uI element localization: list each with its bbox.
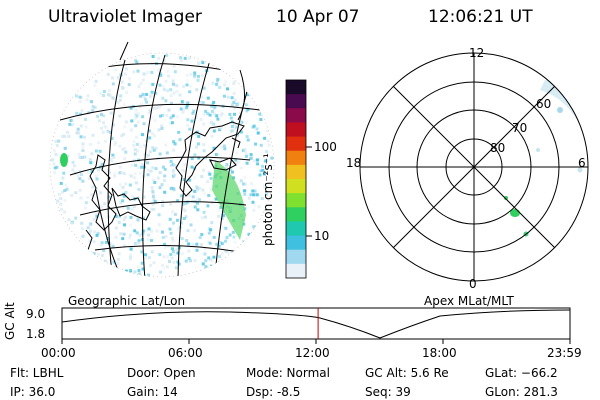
colorbar-band — [286, 193, 306, 208]
gc-alt-ylabel: GC Alt — [3, 302, 17, 340]
time-tick-1200: 12:00 — [295, 346, 330, 360]
app-title: Ultraviolet Imager — [48, 7, 202, 27]
geographic-caption: Geographic Lat/Lon — [68, 294, 186, 308]
mlt-label-6: 6 — [578, 156, 586, 170]
mlt-label-18: 18 — [346, 156, 362, 170]
alt-tick-9: 9.0 — [26, 307, 46, 321]
colorbar — [285, 79, 312, 279]
gc-alt-value: GC Alt: 5.6 Re — [365, 366, 449, 380]
filter-value: Flt: LBHL — [10, 366, 64, 380]
colorbar-band — [286, 263, 306, 279]
alt-tick-1-8: 1.8 — [26, 327, 46, 341]
colorbar-unit-label: photon cm⁻²s⁻¹ — [261, 153, 275, 246]
apex-caption: Apex MLat/MLT — [424, 294, 514, 308]
colorbar-band — [286, 136, 306, 152]
time-tick-1800: 18:00 — [422, 346, 457, 360]
lat-label-60: 60 — [536, 97, 552, 111]
dsp-value: Dsp: -8.5 — [246, 385, 301, 399]
colorbar-band — [286, 235, 306, 251]
time-tick-0000: 00:00 — [41, 346, 76, 360]
colorbar-band — [286, 94, 306, 109]
lat-label-80: 80 — [490, 141, 506, 155]
date-label: 10 Apr 07 — [276, 7, 360, 27]
mlt-label-12: 12 — [469, 46, 485, 60]
colorbar-tick-10: 10 — [314, 229, 330, 243]
mlt-label-0: 0 — [469, 277, 477, 291]
time-tick-2359: 23:59 — [547, 346, 582, 360]
colorbar-band — [286, 108, 306, 123]
glon-value: GLon: 281.3 — [485, 385, 558, 399]
colorbar-band — [286, 207, 306, 222]
geographic-map — [49, 41, 275, 278]
lat-label-70: 70 — [512, 121, 528, 135]
ip-value: IP: 36.0 — [10, 385, 56, 399]
colorbar-band — [286, 122, 306, 138]
altitude-panel — [61, 307, 571, 344]
colorbar-band — [286, 150, 306, 166]
polar-plot — [359, 52, 589, 282]
gain-value: Gain: 14 — [127, 385, 178, 399]
door-value: Door: Open — [127, 366, 196, 380]
glat-value: GLat: −66.2 — [485, 366, 558, 380]
time-tick-0600: 06:00 — [168, 346, 203, 360]
colorbar-band — [286, 80, 306, 95]
colorbar-tick-100: 100 — [314, 140, 337, 154]
colorbar-band — [286, 249, 306, 265]
seq-value: Seq: 39 — [365, 385, 411, 399]
mode-value: Mode: Normal — [246, 366, 330, 380]
colorbar-band — [286, 164, 306, 180]
colorbar-band — [286, 221, 306, 237]
time-label: 12:06:21 UT — [428, 7, 533, 27]
colorbar-band — [286, 179, 306, 194]
